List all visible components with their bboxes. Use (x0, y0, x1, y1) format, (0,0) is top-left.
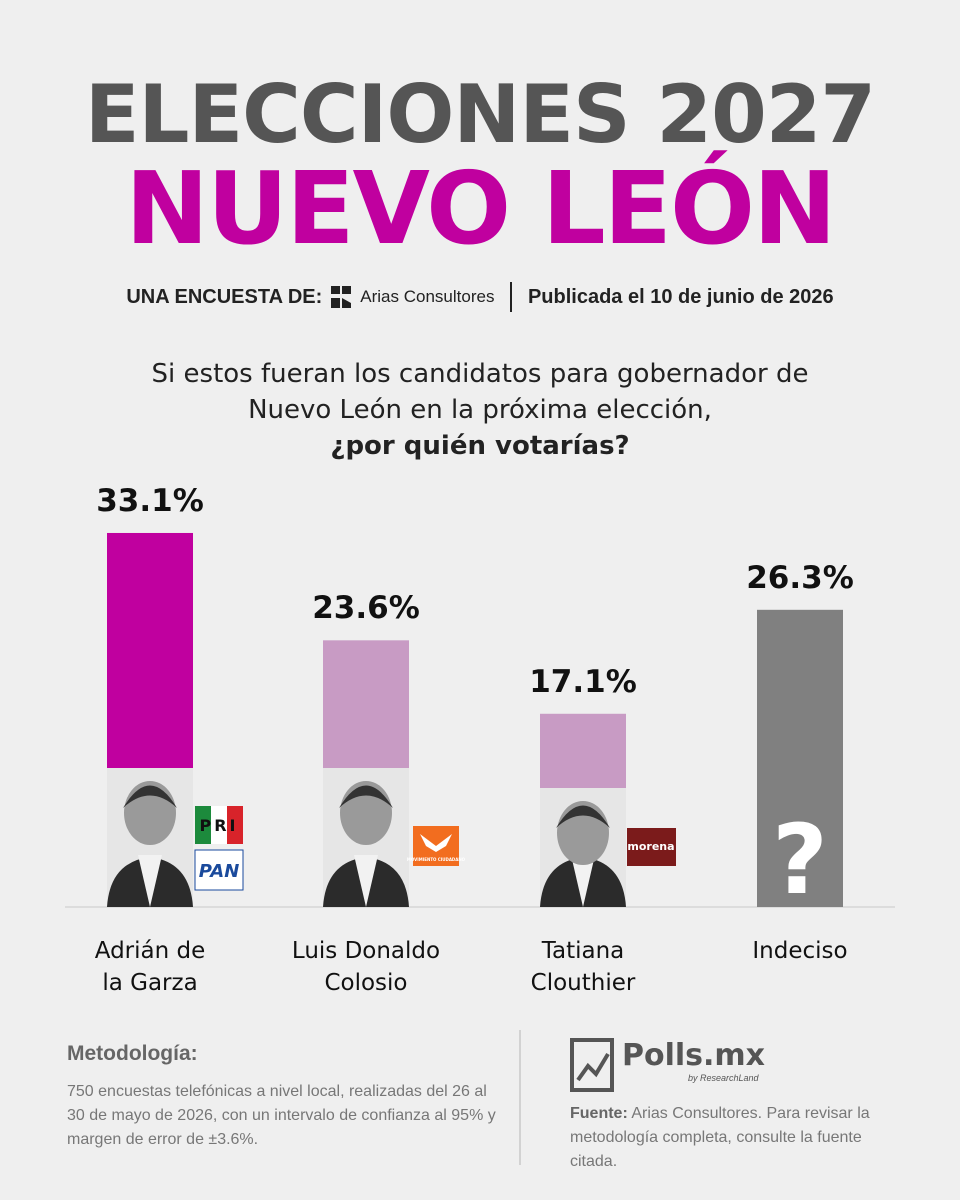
photo-hair (123, 785, 177, 808)
brand-icon (570, 1038, 614, 1092)
question-text: Si estos fueran los candidatos para gobe… (151, 359, 809, 425)
badge-mc-eagle (420, 834, 452, 852)
badge: PRI (200, 816, 239, 835)
category-label: Luis Donaldo Colosio (291, 938, 441, 996)
value-label: 17.1% (529, 663, 637, 700)
badge: MOVIMIENTO CIUDADANO (407, 857, 466, 862)
value-label: 23.6% (312, 590, 420, 627)
pollster-logo (331, 286, 352, 308)
question-emphasis: ¿por quién votarías? (330, 431, 630, 461)
photo-collar (354, 855, 378, 907)
candidate-photo (540, 788, 626, 907)
category-label: Tatiana Clouthier (530, 938, 636, 996)
source-text: Arias Consultores. Para revisar la metod… (570, 1105, 870, 1170)
badge-morena-bg (627, 828, 676, 866)
photo-hair (339, 785, 393, 808)
byline: UNA ENCUESTA DE: Arias Consultores Publi… (0, 282, 960, 312)
methodology: 750 encuestas telefónicas a nivel local,… (67, 1083, 496, 1148)
value-label: 26.3% (746, 559, 854, 596)
subtitle: NUEVO LEÓN (125, 150, 836, 267)
title: ELECCIONES 2027 (84, 68, 876, 161)
badge-pri-red (227, 806, 243, 844)
brand: Polls.mx (622, 1038, 766, 1073)
pollster: Arias Consultores (360, 287, 495, 306)
candidate-photo (323, 768, 409, 907)
separator (510, 282, 512, 312)
badge-pri-white (211, 806, 227, 844)
candidate-photo (107, 768, 193, 907)
photo-hair (556, 805, 610, 828)
source-label: Fuente: (570, 1105, 628, 1122)
badge: PAN (199, 861, 240, 882)
photo-collar (138, 855, 162, 907)
badge-pan-bg (194, 849, 244, 891)
methodology-title: Metodología: (67, 1042, 198, 1065)
bar (757, 609, 843, 907)
category-label: Indeciso (752, 938, 848, 964)
published: Publicada el 10 de junio de 2026 (527, 285, 834, 308)
source: Fuente: Arias Consultores. Para revisar … (570, 1102, 900, 1174)
brand-sub: by ResearchLand (688, 1073, 759, 1083)
value-label: 33.1% (96, 482, 204, 519)
badge: ? (772, 804, 828, 916)
badge-pri-green (195, 806, 211, 844)
question: Si estos fueran los candidatos para gobe… (115, 356, 845, 464)
photo-collar (571, 855, 595, 907)
badge: morena (627, 840, 674, 853)
survey-prefix: UNA ENCUESTA DE: (126, 285, 323, 308)
category-label: Adrián de la Garza (94, 938, 206, 996)
